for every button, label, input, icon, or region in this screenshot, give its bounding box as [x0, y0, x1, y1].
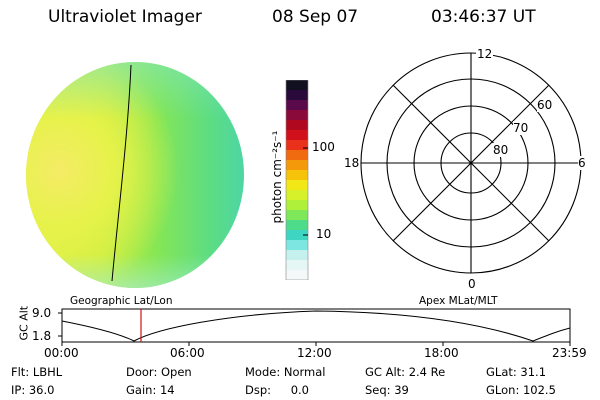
- colorbar-cell: [286, 170, 308, 181]
- colorbar-cell: [286, 110, 308, 121]
- colorbar-unit-label: photon cm⁻²s⁻¹: [270, 130, 284, 224]
- xtick-1200: 12:00: [297, 346, 332, 360]
- info-door: Door: Open: [126, 365, 192, 379]
- colorbar-cell: [286, 160, 308, 171]
- colorbar: [285, 80, 309, 280]
- mlt-label-6: 6: [578, 156, 586, 170]
- apex-caption: Apex MLat/MLT: [419, 295, 498, 307]
- colorbar-cell: [286, 180, 308, 191]
- colorbar-cell: [286, 230, 308, 241]
- info-gain: Gain: 14: [126, 383, 175, 397]
- colorbar-cell: [286, 260, 308, 271]
- altitude-plot: [58, 308, 571, 346]
- altitude-ylabel: GC Alt: [17, 305, 31, 341]
- colorbar-cell: [286, 90, 308, 101]
- info-ip: IP: 36.0: [11, 383, 55, 397]
- colorbar-cell: [286, 210, 308, 221]
- colorbar-cell: [286, 120, 308, 131]
- colorbar-cell: [286, 240, 308, 251]
- colorbar-cell: [286, 150, 308, 161]
- altitude-curve: [61, 310, 571, 342]
- colorbar-cell: [286, 80, 308, 91]
- lat-label-80: 80: [493, 143, 509, 157]
- colorbar-cell: [286, 100, 308, 111]
- info-glat: GLat: 31.1: [486, 365, 547, 379]
- info-gc-alt: GC Alt: 2.4 Re: [365, 365, 446, 379]
- lat-label-70: 70: [513, 121, 529, 135]
- mlt-label-18: 18: [344, 156, 360, 170]
- instrument-title: Ultraviolet Imager: [48, 7, 202, 27]
- info-flt: Flt: LBHL: [11, 365, 63, 379]
- info-seq: Seq: 39: [365, 383, 409, 397]
- colorbar-tick-label-10: 10: [316, 227, 332, 241]
- lat-label-60: 60: [537, 98, 553, 112]
- colorbar-cell: [286, 220, 308, 231]
- altitude-plot-frame: [61, 308, 571, 343]
- ytick-9: 9.0: [32, 306, 52, 320]
- ytick-1_8: 1.8: [32, 329, 52, 343]
- terminator-line: [111, 64, 132, 282]
- mlt-label-0: 0: [467, 277, 477, 291]
- time-label: 03:46:37 UT: [431, 7, 536, 27]
- colorbar-cell: [286, 270, 308, 280]
- xtick-0000: 00:00: [44, 346, 79, 360]
- info-dsp: Dsp: 0.0: [245, 383, 309, 397]
- geographic-caption: Geographic Lat/Lon: [70, 295, 173, 307]
- xtick-2359: 23:59: [552, 346, 587, 360]
- mlt-label-12: 12: [476, 47, 494, 61]
- uv-earth-image: [26, 62, 244, 288]
- xtick-1800: 18:00: [424, 346, 459, 360]
- colorbar-cell: [286, 250, 308, 261]
- caption-backing: [60, 295, 570, 309]
- info-mode: Mode: Normal: [245, 365, 326, 379]
- polar-grid: [360, 52, 582, 274]
- xtick-0600: 06:00: [170, 346, 205, 360]
- info-glon: GLon: 102.5: [486, 383, 556, 397]
- colorbar-cell: [286, 130, 308, 141]
- date-label: 08 Sep 07: [272, 7, 359, 27]
- colorbar-cell: [286, 200, 308, 211]
- colorbar-cell: [286, 140, 308, 151]
- colorbar-cell: [286, 190, 308, 201]
- colorbar-tick-label-100: 100: [312, 140, 335, 154]
